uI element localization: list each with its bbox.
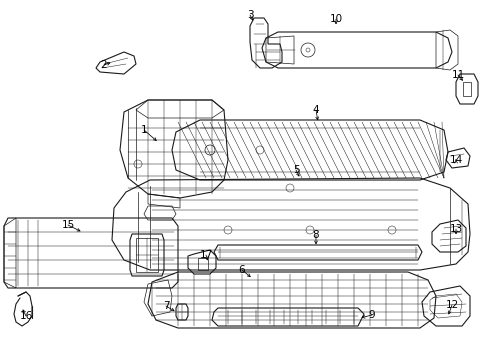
Text: 12: 12 bbox=[445, 300, 459, 310]
Text: 2: 2 bbox=[100, 60, 107, 70]
Text: 11: 11 bbox=[451, 70, 465, 80]
Text: 5: 5 bbox=[293, 165, 299, 175]
Text: 3: 3 bbox=[246, 10, 253, 20]
Text: 13: 13 bbox=[449, 224, 463, 234]
Text: 9: 9 bbox=[368, 310, 375, 320]
Text: 6: 6 bbox=[239, 265, 245, 275]
Text: 7: 7 bbox=[163, 301, 170, 311]
Text: 1: 1 bbox=[141, 125, 147, 135]
Text: 16: 16 bbox=[20, 311, 33, 321]
Text: 8: 8 bbox=[313, 230, 319, 240]
Text: 4: 4 bbox=[313, 105, 319, 115]
Text: 17: 17 bbox=[199, 250, 213, 260]
Text: 15: 15 bbox=[61, 220, 74, 230]
Text: 14: 14 bbox=[449, 155, 463, 165]
Text: 10: 10 bbox=[329, 14, 343, 24]
